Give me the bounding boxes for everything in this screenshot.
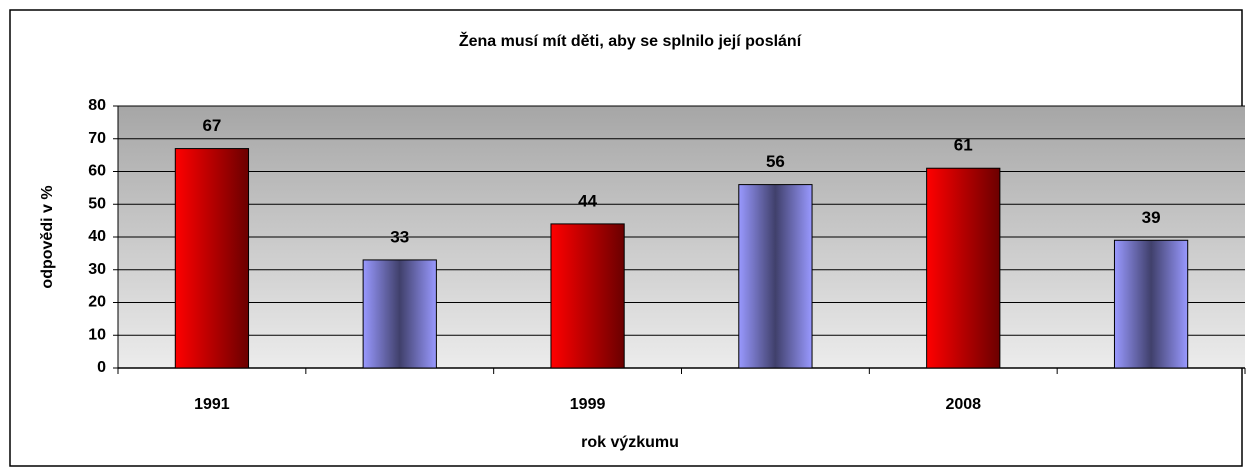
y-tick-label: 80 [88, 97, 106, 114]
data-label: 61 [954, 136, 973, 155]
y-tick-label: 60 [88, 163, 106, 180]
y-tick-label: 20 [88, 294, 106, 311]
bar [1113, 239, 1189, 369]
bar [926, 167, 1001, 369]
y-axis-title: odpovědi v % [39, 185, 56, 288]
y-tick-label: 40 [88, 228, 106, 245]
y-tick-label: 50 [88, 195, 106, 212]
data-label: 44 [578, 191, 597, 210]
data-label: 39 [1142, 208, 1161, 227]
y-tick-label: 10 [88, 326, 106, 343]
data-label: 67 [202, 116, 221, 135]
bar [550, 223, 625, 369]
chart-title: Žena musí mít děti, aby se splnilo její … [459, 31, 802, 50]
data-label: 33 [390, 227, 409, 246]
y-tick-label: 0 [97, 359, 106, 376]
x-tick-label: 1999 [570, 396, 606, 413]
x-tick-label: 1991 [194, 396, 230, 413]
y-tick-label: 70 [88, 130, 106, 147]
x-tick-label: 2008 [945, 396, 981, 413]
bar [738, 184, 813, 369]
bar [174, 148, 250, 369]
data-label: 56 [766, 152, 785, 171]
x-axis-title: rok výzkumu [581, 434, 679, 451]
bar [362, 259, 437, 369]
y-tick-label: 30 [88, 261, 106, 278]
